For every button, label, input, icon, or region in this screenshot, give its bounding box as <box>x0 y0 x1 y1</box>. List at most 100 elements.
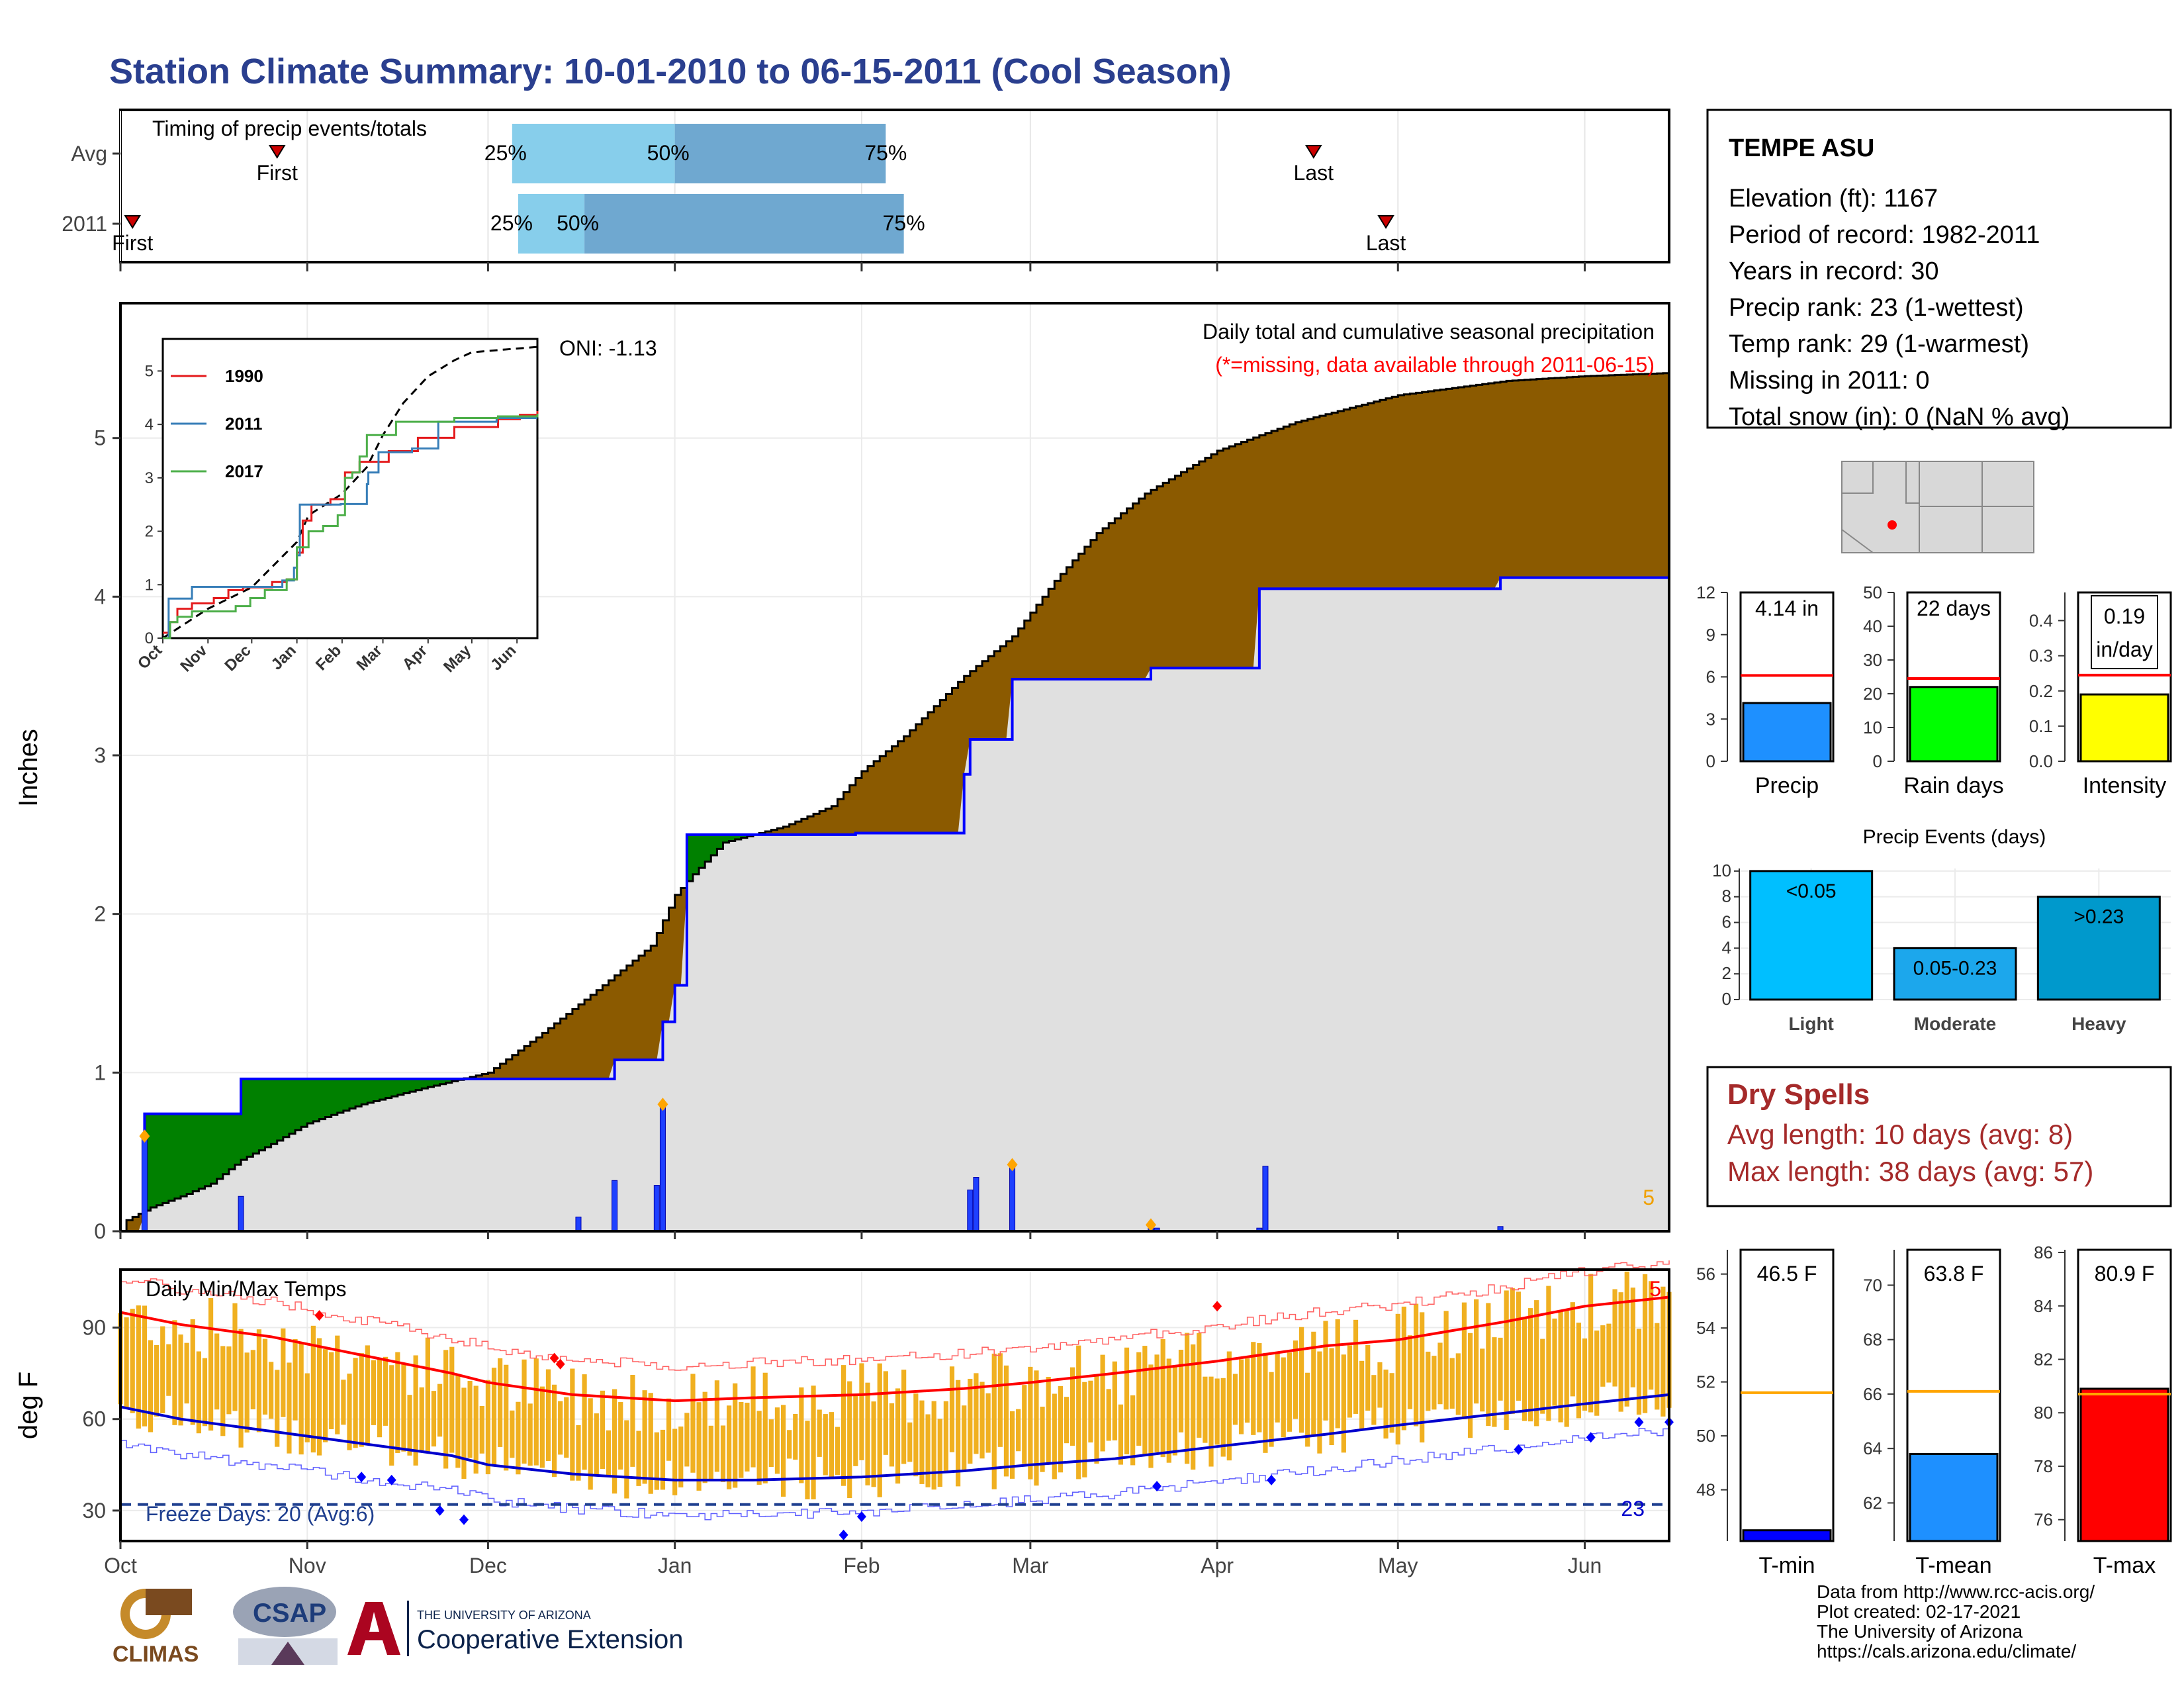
daily-temp-bar <box>1492 1337 1497 1427</box>
daily-temp-bar <box>1178 1350 1184 1432</box>
precip-y-tick-label: 4 <box>94 585 106 608</box>
events-bar-label: <0.05 <box>1786 880 1837 902</box>
daily-temp-bar <box>1365 1344 1371 1411</box>
temp-tmin-bar <box>1742 1529 1832 1542</box>
daily-temp-bar <box>516 1401 521 1475</box>
daily-temp-bar <box>612 1389 617 1494</box>
events-y-tick-label: 6 <box>1722 912 1731 932</box>
temp-tmax-bar <box>2079 1387 2169 1542</box>
daily-temp-bar <box>968 1378 973 1464</box>
daily-temp-bar <box>733 1383 738 1488</box>
daily-temp-bar <box>467 1380 473 1458</box>
daily-temp-bar <box>949 1366 955 1452</box>
record-high-marker <box>1212 1301 1222 1312</box>
timing-first-label: First <box>112 231 153 255</box>
daily-temp-bar <box>377 1358 383 1438</box>
dry-spells-box: Dry Spells Avg length: 10 days (avg: 8) … <box>1706 1066 2172 1207</box>
daily-temp-bar <box>491 1368 497 1466</box>
dry-spells-avg: Avg length: 10 days (avg: 8) <box>1727 1119 2073 1150</box>
events-category-label: Heavy <box>2071 1013 2126 1034</box>
daily-temp-bar <box>1287 1352 1292 1432</box>
daily-temp-bar <box>383 1356 388 1426</box>
station-dot <box>1888 520 1897 530</box>
temp-tmin-y-tick-label: 54 <box>1696 1318 1715 1338</box>
daily-temp-bar <box>256 1329 262 1432</box>
record-low-marker <box>435 1505 445 1516</box>
daily-temp-bar <box>1437 1342 1443 1405</box>
daily-temp-bar <box>895 1388 901 1484</box>
daily-temp-bar <box>1136 1352 1142 1446</box>
daily-temp-bar <box>1293 1340 1298 1419</box>
daily-temp-bar <box>322 1349 328 1442</box>
daily-temp-bar <box>504 1364 509 1471</box>
inset-legend-label: 2017 <box>225 461 263 481</box>
mini-raindays-y-tick-label: 50 <box>1863 583 1882 602</box>
station-info-line: Years in record: 30 <box>1729 258 1939 285</box>
station-info-line: Elevation (ft): 1167 <box>1729 185 1938 212</box>
mini-precip-bar <box>1742 702 1832 763</box>
daily-temp-bar <box>1148 1364 1154 1468</box>
precip-y-tick-label: 2 <box>94 902 106 926</box>
daily-temp-bar <box>1040 1406 1045 1472</box>
daily-temp-bar <box>745 1403 750 1472</box>
daily-temp-bar <box>1046 1376 1051 1463</box>
mini-raindays-bar <box>1909 686 1999 763</box>
mini-intensity-y-tick-label: 0.0 <box>2029 751 2053 771</box>
daily-temp-bar <box>1426 1351 1431 1411</box>
daily-temp-bar <box>636 1430 641 1486</box>
daily-precip-bar <box>967 1190 974 1232</box>
daily-temp-bar <box>1401 1306 1406 1430</box>
mini-intensity-bar <box>2079 693 2169 763</box>
daily-temp-bar <box>310 1325 316 1453</box>
daily-temp-bar <box>1208 1376 1214 1467</box>
daily-temp-bar <box>762 1372 768 1483</box>
daily-temp-bar <box>997 1353 1003 1447</box>
temp-summary-chart-tmean: 62 64 66 68 70 T-mean 63.8 F <box>1863 1248 2001 1578</box>
temp-tmean-bar <box>1909 1452 1999 1542</box>
daily-temp-bar <box>172 1320 177 1425</box>
daily-temp-bar <box>714 1380 720 1472</box>
precip-count-label: 5 <box>1643 1186 1655 1209</box>
daily-precip-marker <box>1007 1158 1018 1172</box>
daily-temp-bar <box>751 1366 756 1468</box>
normal-cumulative-line <box>120 372 1670 1233</box>
daily-temp-bar <box>1461 1302 1467 1419</box>
csap-logo: CSAP <box>233 1587 338 1665</box>
daily-temp-bar <box>925 1414 931 1487</box>
timing-last-label: Last <box>1366 231 1406 255</box>
inset-legend-label: 1990 <box>225 366 263 386</box>
daily-temp-bar <box>564 1397 569 1458</box>
inset-legend-label: 2011 <box>225 414 262 434</box>
timing-last-marker <box>1305 145 1322 159</box>
timing-last-label: Last <box>1294 161 1334 185</box>
events-y-tick-label: 4 <box>1722 937 1731 957</box>
temp-tmin-value: 46.5 F <box>1757 1262 1817 1286</box>
daily-precip-marker <box>657 1098 668 1111</box>
daily-temp-bar <box>943 1401 948 1472</box>
daily-temp-bar <box>727 1405 732 1489</box>
mini-intensity-y-tick-label: 0.2 <box>2029 681 2053 701</box>
daily-temp-bar <box>262 1338 268 1415</box>
precip-missing-note: (*=missing, data available through 2011-… <box>1215 353 1655 377</box>
temp-x-tick-label: Jun <box>1568 1554 1602 1577</box>
daily-temp-bar <box>1214 1378 1220 1445</box>
mini-intensity-y-tick-label: 0.4 <box>2029 611 2053 631</box>
daily-temp-bar <box>1624 1271 1629 1407</box>
daily-temp-bar <box>823 1414 828 1476</box>
temp-tmin-frame <box>1739 1248 1835 1542</box>
daily-precip-marker <box>1145 1218 1156 1232</box>
inset-normal-line <box>162 346 538 639</box>
daily-temp-bar <box>353 1358 358 1448</box>
tmin-average-line <box>120 1393 1670 1481</box>
daily-temp-bar <box>293 1338 298 1421</box>
daily-temp-bar <box>865 1382 870 1485</box>
daily-temp-bar <box>787 1430 792 1459</box>
record-high-marker <box>555 1358 565 1370</box>
daily-temp-bar <box>184 1342 189 1404</box>
daily-temp-bar <box>1184 1333 1190 1464</box>
daily-temp-bar <box>461 1387 467 1479</box>
timing-first-marker <box>268 145 286 159</box>
mini-precip-value: 4.14 in <box>1755 596 1819 620</box>
daily-temp-bar <box>1498 1337 1503 1401</box>
daily-temp-bar <box>1630 1288 1635 1387</box>
